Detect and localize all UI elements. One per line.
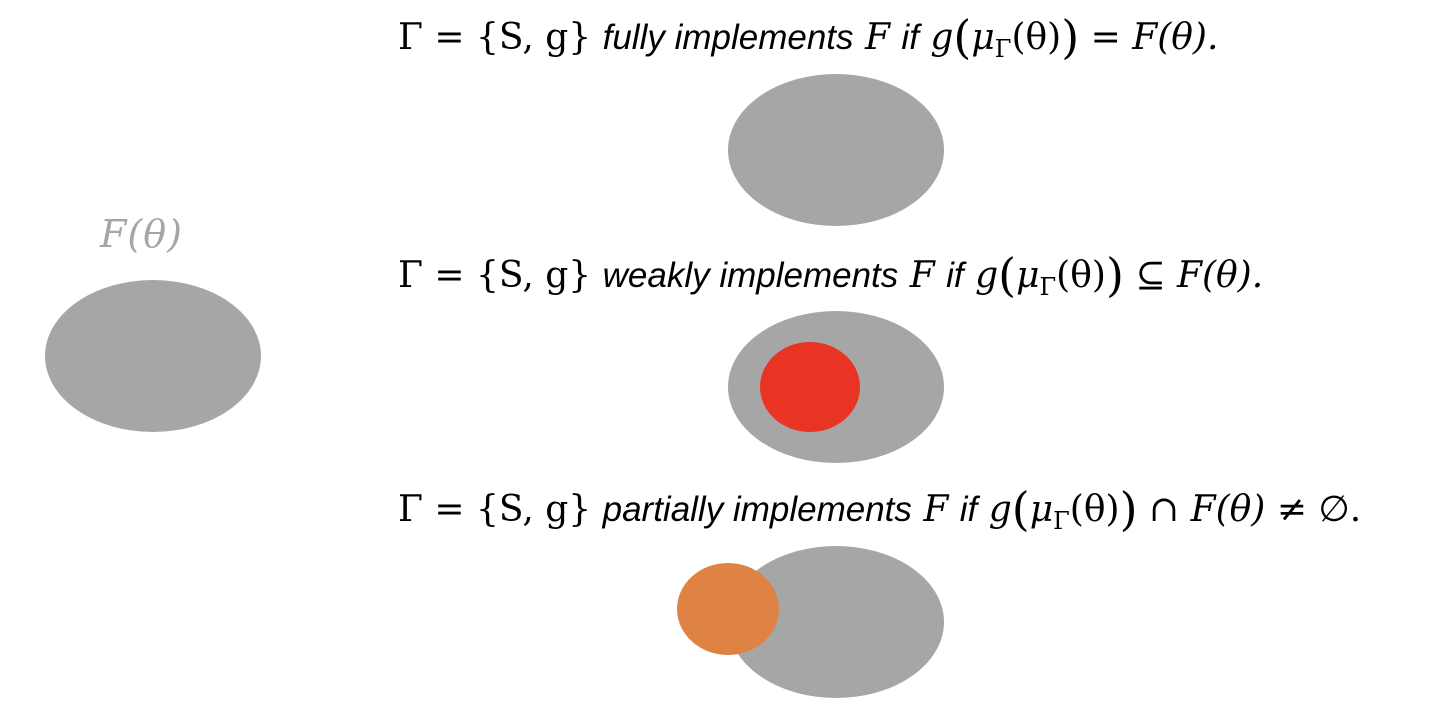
formula-rhs: F(θ). xyxy=(1176,255,1264,296)
formula-close-paren: ) xyxy=(1105,248,1124,302)
formula-subscript: Γ xyxy=(1053,507,1070,535)
formula-theta-arg: (θ) xyxy=(1011,17,1062,58)
formula-weak: Γ = {S, g} weakly implements F if g(μΓ(θ… xyxy=(398,252,1263,299)
formula-mu-symbol: μ xyxy=(971,17,995,58)
formula-if: if xyxy=(959,490,978,529)
formula-open-paren: ( xyxy=(998,248,1017,302)
formula-prefix: Γ = {S, g} xyxy=(398,255,592,296)
formula-if: if xyxy=(901,18,919,57)
formula-prefix: Γ = {S, g} xyxy=(398,17,592,58)
formula-prefix: Γ = {S, g} xyxy=(398,489,592,530)
formula-f-symbol: F xyxy=(909,255,935,296)
formula-subscript: Γ xyxy=(994,35,1012,63)
partial-overlap-circle xyxy=(677,563,779,655)
formula-verb: weakly implements xyxy=(602,256,899,295)
formula-tail: ≠ ∅. xyxy=(1276,489,1362,530)
formula-mu-symbol: μ xyxy=(1029,489,1054,530)
formula-open-paren: ( xyxy=(1011,482,1030,536)
formula-relation: = xyxy=(1090,17,1121,58)
formula-f-symbol: F xyxy=(864,17,890,58)
formula-mu-symbol: μ xyxy=(1016,255,1040,296)
formula-g-symbol: g xyxy=(930,17,954,58)
formula-relation: ⊆ xyxy=(1135,255,1166,296)
formula-g-symbol: g xyxy=(975,255,999,296)
formula-g-symbol: g xyxy=(988,489,1012,530)
formula-theta-arg: (θ) xyxy=(1056,255,1106,296)
formula-relation: ∩ xyxy=(1148,489,1180,530)
formula-close-paren: ) xyxy=(1119,482,1138,536)
formula-full: Γ = {S, g} fully implements F if g(μΓ(θ)… xyxy=(398,14,1218,61)
left-set-ellipse xyxy=(45,280,261,432)
formula-if: if xyxy=(946,256,964,295)
formula-f-symbol: F xyxy=(923,489,949,530)
formula-open-paren: ( xyxy=(953,10,972,64)
formula-subscript: Γ xyxy=(1039,273,1057,301)
left-set-label: F(θ) xyxy=(100,212,183,256)
formula-theta-arg: (θ) xyxy=(1069,489,1120,530)
partial-set-ellipse xyxy=(728,546,944,698)
weak-subset-circle xyxy=(760,342,860,432)
formula-rhs: F(θ) xyxy=(1190,489,1266,530)
formula-close-paren: ) xyxy=(1061,10,1080,64)
formula-verb: partially implements xyxy=(602,490,912,529)
formula-partial: Γ = {S, g} partially implements F if g(μ… xyxy=(398,486,1361,533)
full-set-ellipse xyxy=(728,74,944,226)
formula-verb: fully implements xyxy=(602,18,854,57)
formula-rhs: F(θ). xyxy=(1132,17,1219,58)
